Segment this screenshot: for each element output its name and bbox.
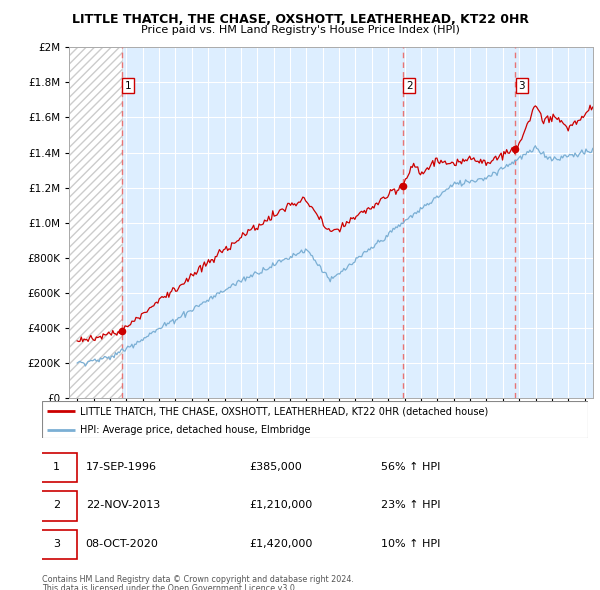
Bar bbox=[69, 47, 122, 398]
Text: 1: 1 bbox=[125, 81, 131, 90]
Text: £385,000: £385,000 bbox=[250, 462, 302, 472]
FancyBboxPatch shape bbox=[37, 491, 77, 521]
Text: LITTLE THATCH, THE CHASE, OXSHOTT, LEATHERHEAD, KT22 0HR: LITTLE THATCH, THE CHASE, OXSHOTT, LEATH… bbox=[71, 13, 529, 26]
Text: LITTLE THATCH, THE CHASE, OXSHOTT, LEATHERHEAD, KT22 0HR (detached house): LITTLE THATCH, THE CHASE, OXSHOTT, LEATH… bbox=[80, 407, 488, 417]
Text: This data is licensed under the Open Government Licence v3.0.: This data is licensed under the Open Gov… bbox=[42, 584, 298, 590]
Text: Contains HM Land Registry data © Crown copyright and database right 2024.: Contains HM Land Registry data © Crown c… bbox=[42, 575, 354, 584]
Point bbox=[117, 326, 127, 335]
Bar bbox=[69, 47, 122, 398]
FancyBboxPatch shape bbox=[37, 453, 77, 483]
Text: 56% ↑ HPI: 56% ↑ HPI bbox=[380, 462, 440, 472]
Text: 08-OCT-2020: 08-OCT-2020 bbox=[86, 539, 158, 549]
Text: £1,210,000: £1,210,000 bbox=[250, 500, 313, 510]
Text: 1: 1 bbox=[53, 462, 60, 472]
Text: 22-NOV-2013: 22-NOV-2013 bbox=[86, 500, 160, 510]
Point bbox=[398, 181, 407, 191]
FancyBboxPatch shape bbox=[42, 401, 588, 438]
FancyBboxPatch shape bbox=[37, 530, 77, 559]
Text: 2: 2 bbox=[406, 81, 413, 90]
Text: HPI: Average price, detached house, Elmbridge: HPI: Average price, detached house, Elmb… bbox=[80, 425, 311, 435]
Text: £1,420,000: £1,420,000 bbox=[250, 539, 313, 549]
Text: 10% ↑ HPI: 10% ↑ HPI bbox=[380, 539, 440, 549]
Text: 17-SEP-1996: 17-SEP-1996 bbox=[86, 462, 157, 472]
Text: Price paid vs. HM Land Registry's House Price Index (HPI): Price paid vs. HM Land Registry's House … bbox=[140, 25, 460, 35]
Text: 3: 3 bbox=[518, 81, 525, 90]
Point bbox=[511, 145, 520, 154]
Text: 3: 3 bbox=[53, 539, 60, 549]
Text: 23% ↑ HPI: 23% ↑ HPI bbox=[380, 500, 440, 510]
Text: 2: 2 bbox=[53, 500, 61, 510]
